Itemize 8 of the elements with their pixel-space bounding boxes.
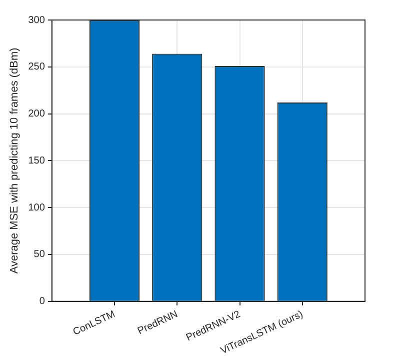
y-axis-title: Average MSE with predicting 10 frames (dBm) [8, 48, 21, 274]
y-tick-label: 250 [28, 62, 46, 73]
y-tick-label: 0 [39, 296, 46, 308]
y-tick-label: 100 [28, 202, 46, 214]
y-tick-label: 300 [28, 14, 46, 26]
y-tick-label: 50 [34, 249, 46, 260]
y-tick-label: 150 [28, 155, 46, 166]
y-tick-label: 200 [28, 108, 46, 120]
